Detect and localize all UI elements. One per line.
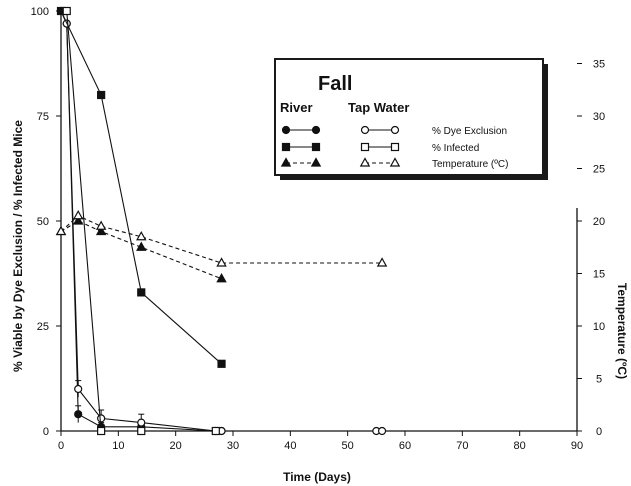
legend-row: % Dye Exclusion: [281, 125, 507, 137]
series-river-square: [56, 6, 226, 368]
y-tick-label: 25: [37, 321, 49, 333]
x-tick-label: 20: [170, 440, 182, 452]
series-line: [66, 10, 216, 432]
x-tick-label: 40: [284, 440, 296, 452]
y-tick-label: 75: [37, 111, 49, 123]
data-point: [211, 426, 220, 436]
data-point: [376, 257, 388, 267]
y2-tick-label: 25: [593, 164, 605, 176]
series-line: [60, 215, 383, 264]
series-river-circle: [56, 6, 226, 436]
legend-marker: [311, 142, 321, 152]
data-point: [97, 414, 106, 423]
data-point: [95, 225, 107, 236]
data-point: [136, 241, 147, 251]
series-tap-square: [62, 6, 220, 436]
y2-tick-label: 20: [593, 216, 605, 228]
data-point: [74, 384, 83, 394]
data-point: [95, 220, 107, 230]
legend-label: % Infected: [432, 143, 479, 154]
plot-area: [55, 6, 388, 436]
legend-title: Fall: [318, 73, 352, 95]
y2-tick-label: 5: [596, 374, 602, 386]
legend-marker: [360, 142, 370, 152]
x-tick-label: 30: [227, 440, 239, 452]
data-point: [74, 410, 83, 419]
data-point: [55, 225, 67, 236]
data-point: [216, 257, 227, 267]
y-tick-label: 50: [37, 216, 49, 228]
legend-marker: [310, 157, 322, 167]
legend-marker: [390, 125, 400, 135]
x-axis-title: Time (Days): [283, 470, 351, 484]
series-line: [60, 10, 222, 365]
x-tick-label: 80: [514, 440, 526, 452]
legend-marker: [390, 142, 400, 152]
x-tick-label: 60: [399, 440, 411, 452]
series-line: [60, 10, 222, 432]
data-point: [72, 215, 84, 225]
legend-col-river: River: [280, 100, 313, 115]
y2-axis-title: Temperature (ºC): [615, 283, 629, 379]
legend-box: [274, 58, 544, 176]
legend-marker: [281, 125, 291, 135]
legend-marker: [389, 157, 401, 167]
y-tick-label: 100: [31, 6, 49, 18]
y2-tick-label: 30: [593, 111, 605, 123]
data-point: [136, 231, 147, 241]
x-tick-label: 90: [571, 440, 583, 452]
data-point: [377, 426, 387, 436]
legend-row: % Infected: [281, 142, 479, 154]
legend-row: Temperature (ºC): [280, 157, 508, 170]
data-point: [72, 210, 84, 220]
data-point: [217, 359, 226, 368]
data-point: [137, 426, 146, 436]
y-tick-label: 0: [43, 426, 49, 438]
y2-tick-label: 10: [593, 321, 605, 333]
data-point: [97, 426, 106, 436]
legend-marker: [359, 157, 371, 167]
legend: Fall River Tap Water % Dye Exclusion % In…: [274, 58, 548, 180]
legend-rows: % Dye Exclusion % Infected Temperature (ºC…: [280, 125, 508, 170]
x-tick-label: 0: [58, 440, 64, 452]
legend-label: Temperature (ºC): [432, 159, 508, 170]
x-tick-label: 10: [112, 440, 124, 452]
x-tick-label: 50: [342, 440, 354, 452]
series-river-triangle: [55, 215, 227, 283]
data-point: [137, 418, 146, 427]
y2-tick-label: 15: [593, 269, 605, 281]
series-tap-triangle: [55, 210, 388, 267]
x-tick-label: 70: [456, 440, 468, 452]
legend-label: % Dye Exclusion: [432, 126, 507, 137]
data-point: [137, 288, 146, 297]
legend-col-tap: Tap Water: [348, 100, 409, 115]
legend-marker: [311, 125, 321, 135]
data-point: [97, 90, 106, 100]
y2-tick-label: 0: [596, 426, 602, 438]
legend-marker: [281, 142, 291, 152]
data-point: [216, 273, 227, 283]
y2-tick-label: 35: [593, 59, 605, 71]
legend-marker: [280, 157, 292, 167]
data-point: [62, 6, 71, 16]
legend-marker: [360, 125, 370, 135]
y-axis-title: % Viable by Dye Exclusion / % Infected M…: [11, 120, 25, 372]
